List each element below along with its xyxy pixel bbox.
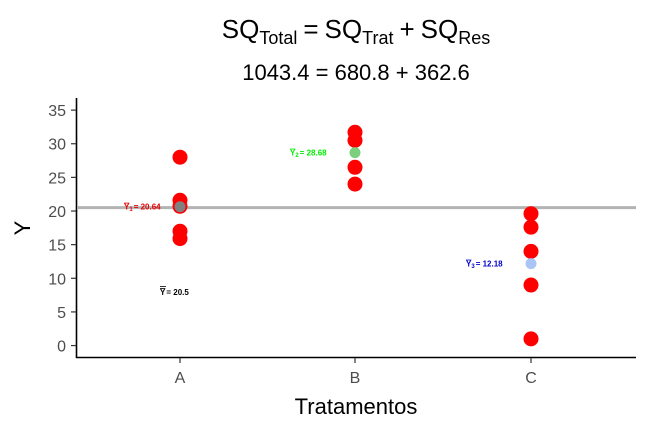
y-tick-label: 25: [48, 170, 66, 187]
title-sub-total: Total: [259, 28, 297, 48]
group-mean-point: [174, 201, 186, 213]
chart-title: SQTotal = SQTrat + SQRes: [222, 14, 491, 48]
grand-mean-label: Y= 20.5: [160, 288, 189, 297]
data-point: [523, 219, 539, 235]
title-equals: =: [303, 14, 318, 44]
y-tick-label: 5: [57, 305, 66, 322]
group-mean-label: Y2= 28.68: [290, 149, 327, 160]
group-mean-point: [349, 147, 361, 159]
title-sub-trat: Trat: [362, 28, 393, 48]
y-tick-label: 0: [57, 339, 66, 356]
data-point: [347, 132, 363, 148]
y-tick-label: 10: [48, 271, 66, 288]
y-tick-label: 20: [48, 204, 66, 221]
chart-subtitle: 1043.4 = 680.8 + 362.6: [242, 60, 470, 85]
data-point: [347, 159, 363, 175]
title-plus: +: [399, 14, 414, 44]
title-sub-res: Res: [458, 28, 490, 48]
x-tick-label: A: [175, 370, 186, 387]
data-point: [172, 149, 188, 165]
y-tick-label: 30: [48, 137, 66, 154]
data-point: [523, 331, 539, 347]
group-mean-point: [525, 258, 537, 270]
y-tick-label: 15: [48, 238, 66, 255]
data-point: [172, 231, 188, 247]
x-axis-title: Tratamentos: [295, 394, 418, 419]
group-mean-label: Y3= 12.18: [466, 260, 503, 271]
title-sq-total: SQ: [222, 14, 260, 44]
data-point: [523, 206, 539, 222]
group-mean-label: Y1= 20.64: [124, 203, 161, 214]
data-point: [523, 243, 539, 259]
y-tick-label: 35: [48, 103, 66, 120]
x-tick-label: C: [525, 370, 537, 387]
data-point: [347, 176, 363, 192]
data-point: [523, 277, 539, 293]
x-tick-label: B: [350, 370, 361, 387]
plot-layer: 0 5 10 15 20 25 30 35 A B C Y1= 20.64 Y2= 28.68 Y3= 1…: [48, 103, 636, 387]
title-sq-res: SQ: [421, 14, 459, 44]
title-sq-trat: SQ: [325, 14, 363, 44]
y-axis-title: Y: [10, 220, 35, 235]
